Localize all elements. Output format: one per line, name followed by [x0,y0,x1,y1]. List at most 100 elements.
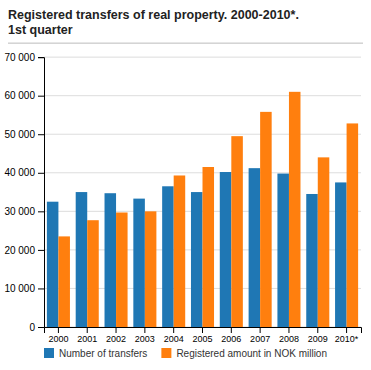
y-tick-label: 60 000 [4,90,35,101]
bar [133,199,145,327]
x-tick: 2008 [279,327,299,344]
x-tick: 2005 [192,327,212,344]
bar-series [47,168,347,327]
x-tick-mark [346,327,347,333]
y-tick-label: 30 000 [4,206,35,217]
x-tick: 2007 [250,327,270,344]
y-tick-mark [38,250,44,251]
x-tick-mark [116,327,117,333]
bar [47,202,59,327]
x-tick: 2003 [135,327,155,344]
y-tick-mark [38,57,44,58]
grid-line [44,95,361,96]
bar [249,168,261,327]
x-tick-mark [173,327,174,333]
x-tick-mark [202,327,203,333]
bar [335,182,347,327]
y-tick: 0 [29,322,44,333]
bar [162,186,174,327]
x-tick: 2009 [308,327,328,344]
y-tick-mark [38,173,44,174]
bar-series [58,92,358,327]
bar [220,172,232,327]
x-tick-label: 2006 [221,334,241,344]
y-tick: 30 000 [4,206,44,217]
grid [44,57,361,327]
y-tick: 60 000 [4,90,44,101]
x-tick-label: 2007 [250,334,270,344]
y-tick-mark [38,211,44,212]
x-tick-label: 2000 [48,334,68,344]
y-axis-line [38,58,45,328]
x-tick: 2002 [106,327,126,344]
bar [105,193,117,327]
x-tick: 2006 [221,327,241,344]
x-tick-mark [231,327,232,333]
y-tick-mark [38,327,44,328]
x-tick: 2001 [77,327,97,344]
x-tick-label: 2002 [106,334,126,344]
x-tick-mark [260,327,261,333]
x-tick-mark [288,327,289,333]
y-tick: 70 000 [4,52,44,63]
legend-item: Registered amount in NOK million [161,348,327,359]
bar [116,212,128,327]
x-tick-label: 2005 [192,334,212,344]
legend: Number of transfers Registered amount in … [44,348,327,359]
title: Registered transfers of real property. 2… [8,8,299,22]
y-tick-label: 0 [29,322,35,333]
grid-line [44,134,361,135]
bar [58,236,70,327]
bar [174,175,186,327]
y-tick-label: 70 000 [4,52,35,63]
x-tick: 2010* [335,327,359,344]
legend-swatch [161,348,171,358]
bar [87,220,99,327]
title-group: Registered transfers of real property. 2… [8,8,299,38]
bar [289,92,301,327]
y-tick-label: 20 000 [4,245,35,256]
y-tick: 10 000 [4,283,44,294]
x-tick-label: 2004 [164,334,184,344]
y-tick-mark [38,288,44,289]
x-tick: 2004 [164,327,184,344]
x-tick-mark [317,327,318,333]
x-tick-label: 2001 [77,334,97,344]
x-axis-line [45,328,362,334]
legend-item: Number of transfers [44,348,147,359]
legend-swatch [44,348,54,358]
bar [318,157,330,327]
y-tick-label: 10 000 [4,283,35,294]
x-tick-mark [87,327,88,333]
bar [277,174,289,327]
x-tick-label: 2008 [279,334,299,344]
title-separator [8,43,363,44]
y-tick-mark [38,134,44,135]
bar [306,194,318,327]
x-tick-mark [58,327,59,333]
x-tick-label: 2009 [308,334,328,344]
y-tick-label: 40 000 [4,167,35,178]
x-tick-mark [144,327,145,333]
bar [191,192,203,327]
legend-label: Number of transfers [59,348,147,359]
y-tick: 40 000 [4,167,44,178]
x-tick: 2000 [48,327,68,344]
chart: Registered transfers of real property. 2… [0,0,371,370]
y-tick-mark [38,96,44,97]
y-tick: 20 000 [4,245,44,256]
bar [145,211,157,327]
y-axis: 0 10 000 20 000 30 000 40 000 50 000 60 000 70 … [4,52,44,333]
subtitle: 1st quarter [8,23,73,37]
grid-line [44,57,361,58]
y-tick: 50 000 [4,129,44,140]
x-tick-label: 2010* [335,334,359,344]
bar [260,112,272,327]
bars [47,92,358,327]
bar [231,136,243,327]
legend-label: Registered amount in NOK million [176,348,327,359]
bar [347,123,359,327]
x-axis: 2000 2001 2002 2003 2004 2005 2006 2007 2008 2009… [45,327,362,344]
y-tick-label: 50 000 [4,129,35,140]
bar [76,192,88,327]
